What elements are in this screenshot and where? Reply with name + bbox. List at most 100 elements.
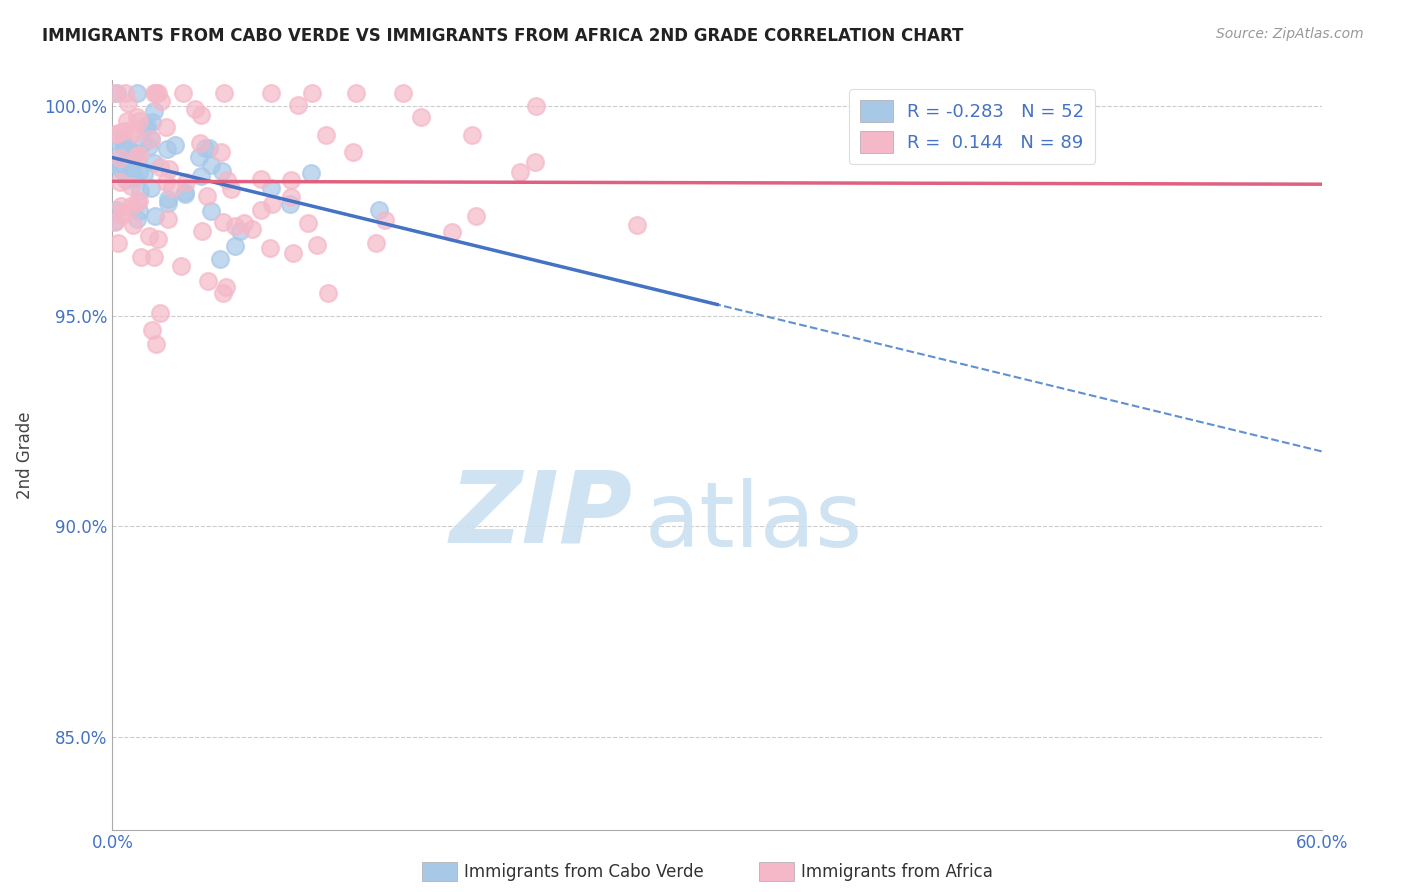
Point [149,160,172,174]
Point [125,195,148,210]
Point [212,215,235,229]
Point [115,172,138,186]
Point [315,128,337,142]
Point [440,226,463,240]
Point [125,212,148,227]
Point [117,95,139,110]
Point [174,176,197,190]
Point [124,146,146,161]
Text: ZIP: ZIP [450,467,633,564]
Point [112,139,135,153]
Point [120,199,142,213]
Point [132,136,155,151]
Point [155,176,177,190]
Point [122,122,145,136]
Point [219,182,242,196]
Point [125,152,148,166]
Point [214,280,236,294]
Point [105,202,128,217]
Point [129,184,152,198]
Point [142,156,165,170]
Point [156,143,179,157]
Point [281,245,304,260]
Point [250,202,273,217]
Point [128,114,150,128]
Point [297,216,319,230]
Point [138,229,160,244]
Point [212,86,235,100]
Point [128,203,150,218]
Point [250,171,273,186]
Point [110,175,132,189]
Point [112,135,135,149]
Point [509,164,531,178]
Point [523,155,546,169]
Text: Immigrants from Africa: Immigrants from Africa [801,863,993,881]
Point [143,103,166,118]
Point [112,124,135,138]
Point [114,137,136,152]
Point [135,119,157,133]
Point [366,235,388,250]
Point [190,108,212,122]
Point [280,172,302,186]
Point [105,86,128,100]
Point [108,151,131,165]
Point [141,115,163,129]
Point [103,86,125,100]
Point [195,189,218,203]
Point [232,216,254,230]
Point [128,194,150,208]
Point [198,140,221,154]
Point [209,145,232,160]
Point [197,274,219,288]
Point [117,114,139,128]
Y-axis label: 2nd Grade: 2nd Grade [15,411,34,499]
Point [278,197,301,211]
Point [146,86,169,100]
Point [111,157,134,171]
Point [374,213,396,227]
Point [626,218,648,232]
Point [139,132,162,146]
Point [107,235,129,250]
Point [134,120,156,134]
Point [157,196,180,211]
Point [110,198,132,212]
Point [122,218,145,232]
Point [524,99,547,113]
Point [461,128,484,142]
Point [145,86,167,100]
Point [280,190,302,204]
Point [224,239,246,253]
Point [131,250,153,264]
Point [367,202,389,217]
Point [141,323,163,337]
Point [259,241,281,255]
Point [318,285,340,300]
Point [194,141,217,155]
Point [149,305,172,319]
Point [114,86,136,100]
Point [125,149,148,163]
Point [110,163,132,178]
Point [155,120,177,134]
Point [160,181,183,195]
Point [391,86,413,100]
Point [111,204,134,219]
Point [465,210,488,224]
Point [305,238,328,252]
Point [344,86,367,100]
Point [191,224,214,238]
Point [260,180,283,194]
Point [209,252,232,266]
Point [224,219,246,234]
Point [156,211,179,226]
Legend: R = -0.283   N = 52, R =  0.144   N = 89: R = -0.283 N = 52, R = 0.144 N = 89 [849,89,1095,164]
Point [104,215,127,229]
Point [108,160,131,174]
Point [120,178,142,193]
Point [200,204,222,219]
Point [165,138,187,153]
Point [240,222,263,236]
